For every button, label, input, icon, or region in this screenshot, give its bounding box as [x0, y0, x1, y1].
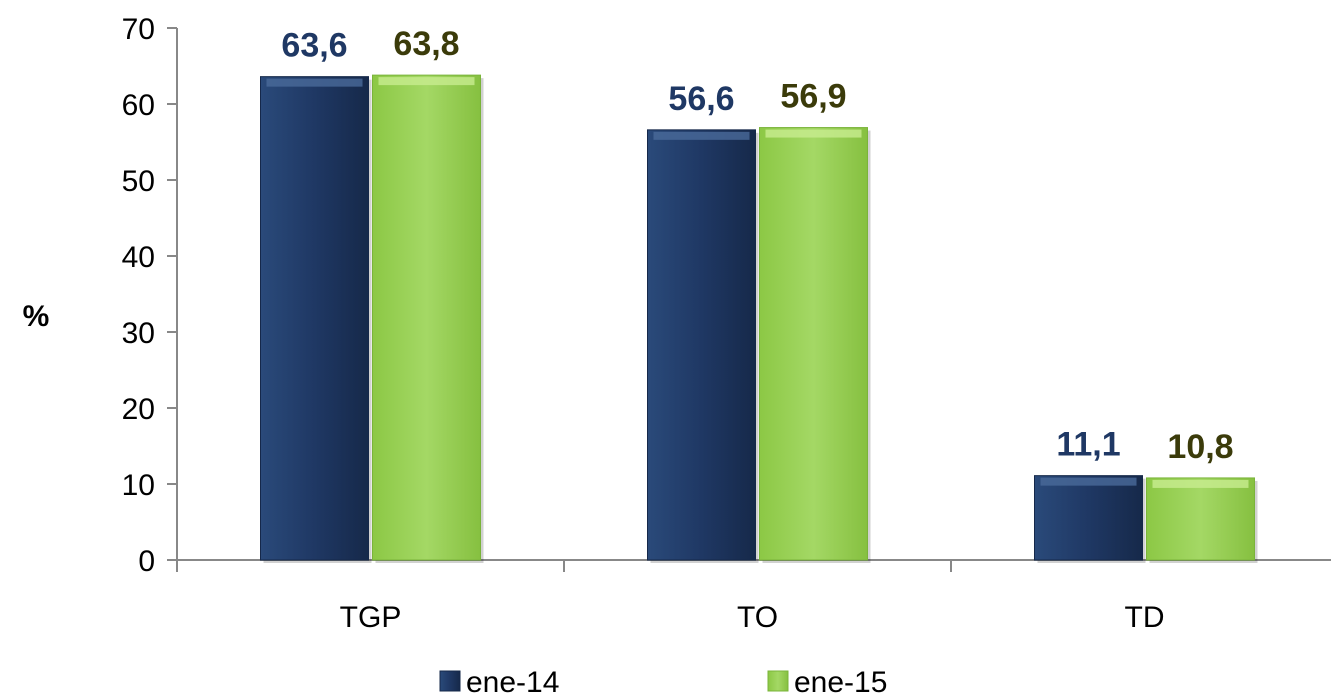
data-label: 56,9	[780, 78, 846, 116]
bar-bevel	[765, 129, 862, 138]
legend: ene-14 ene-15	[439, 666, 887, 699]
bar	[647, 129, 756, 561]
bar-bevel	[653, 131, 750, 140]
bar-ene-15-TGP	[372, 74, 484, 564]
bar-ene-14-TO	[647, 129, 759, 563]
y-tick-label: 70	[122, 13, 155, 46]
y-tick-label: 30	[122, 317, 155, 350]
bar-ene-14-TD	[1034, 475, 1146, 563]
data-label: 56,6	[668, 80, 734, 118]
y-tick-label: 10	[122, 469, 155, 502]
bar-bevel	[378, 77, 475, 86]
bar-bevel	[266, 78, 363, 87]
legend-label: ene-14	[466, 666, 559, 699]
bar-bevel	[1040, 477, 1137, 486]
legend-swatch	[767, 670, 789, 692]
bar-ene-15-TD	[1146, 477, 1258, 563]
bar	[1146, 477, 1255, 561]
data-label: 10,8	[1167, 428, 1233, 466]
x-axis: TGP TO TD	[176, 559, 1331, 634]
x-tick-label: TO	[737, 601, 778, 634]
legend-item-ene-14: ene-14	[439, 666, 559, 699]
y-tick-label: 60	[122, 89, 155, 122]
data-label: 11,1	[1056, 426, 1120, 464]
legend-item-ene-15: ene-15	[767, 666, 887, 699]
bar	[260, 76, 369, 561]
bar	[372, 74, 481, 561]
data-label: 63,8	[393, 25, 459, 63]
bar-ene-15-TO	[759, 127, 871, 563]
y-tick-label: 20	[122, 393, 155, 426]
y-tick-label: 40	[122, 241, 155, 274]
bars	[260, 74, 1258, 564]
legend-swatch	[439, 670, 461, 692]
bar-bevel	[1152, 479, 1249, 488]
data-label: 63,6	[281, 27, 347, 65]
y-tick-label: 0	[138, 545, 155, 578]
y-axis-label: %	[23, 300, 50, 333]
bar	[1034, 475, 1143, 561]
bar-ene-14-TGP	[260, 76, 372, 563]
x-tick-label: TGP	[340, 601, 402, 634]
y-axis: 0 10 20 30 40 50 60 70	[122, 13, 178, 578]
bar	[759, 127, 868, 561]
y-tick-label: 50	[122, 165, 155, 198]
legend-label: ene-15	[794, 666, 887, 699]
x-tick-label: TD	[1125, 601, 1165, 634]
data-labels: 63,6 56,6 11,1 63,8 56,9 10,8	[281, 25, 1233, 466]
